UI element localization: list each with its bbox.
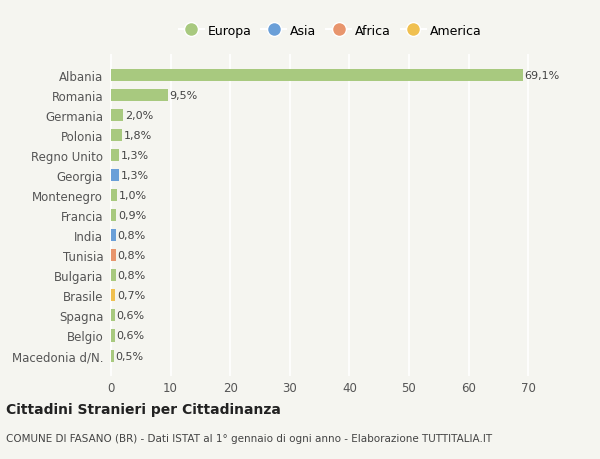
Text: 0,6%: 0,6%	[116, 311, 145, 321]
Bar	[111, 350, 114, 362]
Legend: Europa, Asia, Africa, America: Europa, Asia, Africa, America	[173, 20, 487, 43]
Text: 0,9%: 0,9%	[118, 211, 146, 221]
Bar	[111, 190, 117, 202]
Text: 0,7%: 0,7%	[117, 291, 145, 301]
Bar	[111, 330, 115, 342]
Text: 1,3%: 1,3%	[121, 171, 149, 181]
Text: 0,8%: 0,8%	[118, 231, 146, 241]
Bar	[111, 70, 523, 82]
Text: 0,8%: 0,8%	[118, 251, 146, 261]
Bar	[111, 250, 116, 262]
Text: 1,0%: 1,0%	[119, 191, 147, 201]
Text: 2,0%: 2,0%	[125, 111, 153, 121]
Bar	[111, 90, 167, 102]
Bar	[111, 230, 116, 242]
Text: Cittadini Stranieri per Cittadinanza: Cittadini Stranieri per Cittadinanza	[6, 402, 281, 416]
Text: 1,8%: 1,8%	[124, 131, 152, 141]
Bar	[111, 170, 119, 182]
Text: 1,3%: 1,3%	[121, 151, 149, 161]
Text: 0,8%: 0,8%	[118, 271, 146, 281]
Bar	[111, 130, 122, 142]
Bar	[111, 150, 119, 162]
Bar	[111, 310, 115, 322]
Bar	[111, 110, 123, 122]
Text: 0,5%: 0,5%	[116, 351, 144, 361]
Bar	[111, 210, 116, 222]
Bar	[111, 290, 115, 302]
Bar	[111, 270, 116, 282]
Text: COMUNE DI FASANO (BR) - Dati ISTAT al 1° gennaio di ogni anno - Elaborazione TUT: COMUNE DI FASANO (BR) - Dati ISTAT al 1°…	[6, 433, 492, 442]
Text: 69,1%: 69,1%	[524, 71, 560, 81]
Text: 0,6%: 0,6%	[116, 331, 145, 341]
Text: 9,5%: 9,5%	[169, 91, 197, 101]
